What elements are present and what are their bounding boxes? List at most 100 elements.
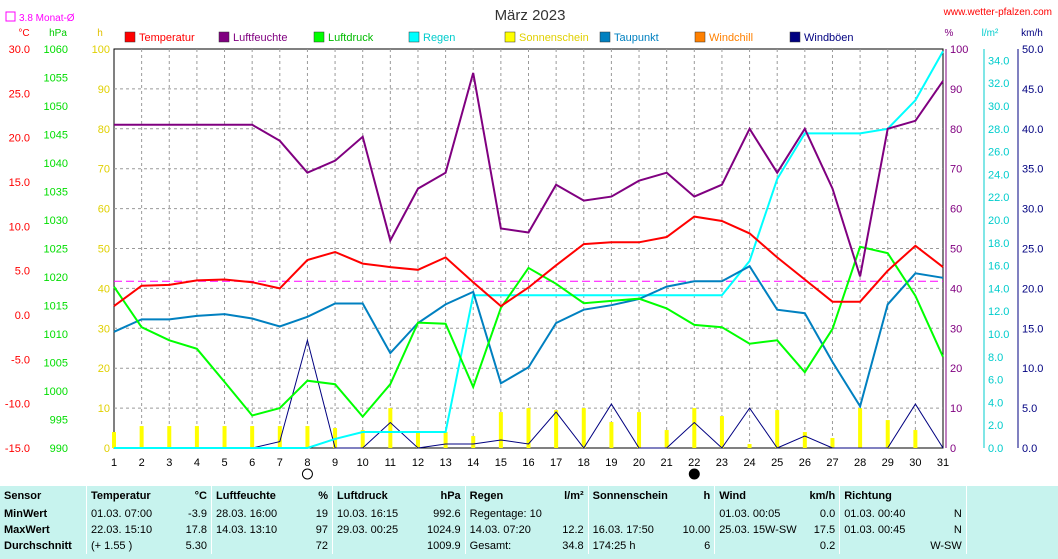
sunshine-bar	[277, 426, 282, 448]
rain-axis-tick: 16.0	[988, 261, 1009, 273]
x-tick-label: 15	[495, 457, 507, 469]
sunshine-bar	[581, 408, 586, 448]
stats-max-dir-when: 01.03. 00:45	[839, 522, 927, 538]
stats-min-wind-val: 0.0	[819, 508, 836, 520]
sunshine-bar	[609, 422, 614, 448]
rain-axis-tick: 14.0	[988, 283, 1009, 295]
legend-swatch-hum	[218, 31, 230, 43]
legend-label-press: Luftdruck	[328, 32, 374, 44]
x-tick-label: 29	[882, 457, 894, 469]
legend-label-rain: Regen	[423, 32, 455, 44]
x-tick-label: 8	[304, 457, 310, 469]
sunshine-axis-tick: 40	[98, 283, 110, 295]
stats-min-temp-when: 01.03. 07:00	[86, 506, 173, 522]
hours-unit: h	[97, 28, 103, 39]
sunshine-bar	[167, 426, 172, 448]
x-tick-label: 31	[937, 457, 949, 469]
axes: 30.025.020.015.010.05.00.0-5.0-10.0-15.0…	[5, 44, 1044, 469]
chart-title: März 2023	[495, 7, 566, 24]
stats-row-avg-label: Durchschnitt	[4, 540, 72, 552]
stats-row-min-label: MinWert	[4, 508, 48, 520]
sunshine-bar	[692, 408, 697, 448]
stats-max-sun-when: 16.03. 17:50	[587, 522, 679, 538]
sunshine-bar	[222, 426, 227, 448]
rain-axis-tick: 18.0	[988, 238, 1009, 250]
x-tick-label: 22	[688, 457, 700, 469]
series-line-dew	[113, 264, 944, 409]
pressure-axis-tick: 990	[50, 443, 68, 455]
stats-min-sun-when	[587, 506, 679, 522]
wind-axis-tick: 35.0	[1022, 164, 1043, 176]
x-tick-label: 19	[605, 457, 617, 469]
stats-min-dir-when: 01.03. 00:40	[839, 506, 927, 522]
rain-axis-tick: 24.0	[988, 169, 1009, 181]
x-tick-label: 26	[799, 457, 811, 469]
site-url[interactable]: www.wetter-pfalzen.com	[943, 7, 1052, 18]
legend-label-hum: Luftfeuchte	[233, 32, 287, 44]
stats-avg-temp-val: 5.30	[185, 540, 207, 552]
sunshine-axis-tick: 80	[98, 124, 110, 136]
stats-max-sun-val: 10.00	[682, 524, 711, 536]
wind-axis-tick: 25.0	[1022, 244, 1043, 256]
stats-max-rain-when: 14.03. 07:20	[464, 522, 550, 538]
pressure-axis-tick: 1015	[44, 301, 68, 313]
pressure-axis-tick: 1035	[44, 187, 68, 199]
legend-swatch-windchill	[694, 31, 706, 43]
stats-avg-sun-val: 6	[704, 540, 711, 552]
temp-axis-tick: 10.0	[9, 221, 30, 233]
x-tick-label: 3	[166, 457, 172, 469]
pressure-axis-tick: 1050	[44, 101, 68, 113]
pressure-axis-tick: 1005	[44, 358, 68, 370]
x-tick-label: 9	[332, 457, 338, 469]
stats-header-sensor: Sensor	[4, 490, 42, 502]
x-tick-label: 7	[277, 457, 283, 469]
sunshine-bar	[802, 432, 807, 448]
x-tick-label: 25	[771, 457, 783, 469]
stats-avg-temp-when: (+ 1.55 )	[86, 538, 173, 554]
weather-chart: März 2023 www.wetter-pfalzen.com 3.8 Mon…	[4, 7, 1052, 480]
stats-max-dir-val: N	[953, 524, 962, 536]
stats-avg-rain-val: 34.8	[562, 540, 584, 552]
stats-min-press-when: 10.03. 16:15	[332, 506, 423, 522]
wind-axis-tick: 50.0	[1022, 44, 1043, 56]
pressure-axis-tick: 1045	[44, 130, 68, 142]
wind-axis-tick: 5.0	[1022, 403, 1037, 415]
stats-max-press-when: 29.03. 00:25	[332, 522, 423, 538]
stats-header-rain-unit: l/m²	[564, 490, 584, 502]
hpa-unit: hPa	[49, 28, 67, 39]
rain-axis-tick: 8.0	[988, 352, 1003, 364]
pressure-axis-tick: 1025	[44, 244, 68, 256]
stats-min-hum-val: 19	[315, 508, 328, 520]
stats-header-hum-unit: %	[318, 490, 328, 502]
x-tick-label: 11	[385, 457, 396, 469]
sunshine-bar	[360, 430, 365, 448]
temp-axis-tick: 0.0	[15, 310, 30, 322]
humidity-axis-tick: 10	[950, 403, 962, 415]
legend: Temperatur Luftfeuchte Luftdruck Regen Sonne…	[124, 31, 854, 44]
stats-min-temp-val: -3.9	[188, 508, 207, 520]
stats-min-dir-val: N	[953, 508, 962, 520]
pressure-axis-tick: 995	[50, 415, 68, 427]
sunshine-axis-tick: 50	[98, 244, 110, 256]
stats-header-rain: Regen	[464, 486, 550, 506]
x-tick-label: 13	[439, 457, 451, 469]
sunshine-bar	[637, 412, 642, 448]
month-avg-label: 3.8 Monat-Ø	[19, 13, 75, 24]
sunshine-bar	[719, 416, 724, 448]
stats-min-wind-when: 01.03. 00:05	[714, 506, 802, 522]
stats-header-sun-unit: h	[703, 490, 711, 502]
stats-header-sun: Sonnenschein	[587, 486, 679, 506]
humidity-axis-tick: 80	[950, 124, 962, 136]
sunshine-bar	[526, 408, 531, 448]
sunshine-bar	[139, 426, 144, 448]
sunshine-bar	[471, 436, 476, 448]
x-tick-label: 4	[194, 457, 200, 469]
stats-header-press: Luftdruck	[332, 486, 423, 506]
percent-unit: %	[945, 28, 954, 39]
temp-unit: °C	[18, 28, 29, 39]
rain-axis-tick: 30.0	[988, 101, 1009, 113]
sunshine-axis-tick: 70	[98, 164, 110, 176]
rain-axis-tick: 32.0	[988, 78, 1009, 90]
legend-label-gust: Windböen	[804, 32, 854, 44]
sunshine-bar	[830, 438, 835, 448]
